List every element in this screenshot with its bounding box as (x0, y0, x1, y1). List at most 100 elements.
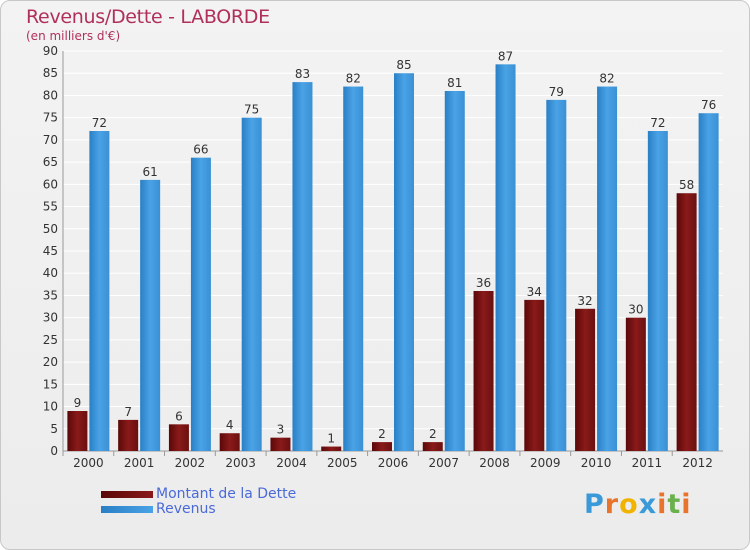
y-tick-label: 85 (43, 66, 58, 80)
data-label-revenus: 82 (346, 72, 361, 86)
x-tick-label: 2006 (378, 456, 409, 470)
y-tick-label: 35 (43, 288, 58, 302)
data-label-revenus: 76 (701, 98, 716, 112)
bar-revenus (190, 157, 211, 451)
x-tick-label: 2003 (225, 456, 256, 470)
data-label-revenus: 61 (143, 165, 158, 179)
data-label-revenus: 81 (447, 76, 462, 90)
data-label-dette: 32 (577, 294, 592, 308)
logo-letter: i (681, 489, 692, 520)
bar-dette (575, 308, 596, 451)
data-label-dette: 6 (175, 409, 183, 423)
x-tick-label: 2009 (530, 456, 561, 470)
bar-revenus (140, 179, 161, 451)
data-label-dette: 58 (679, 178, 694, 192)
y-tick-label: 65 (43, 155, 58, 169)
data-label-revenus: 85 (396, 58, 411, 72)
logo-letter: r (604, 489, 620, 520)
y-tick-label: 80 (43, 88, 58, 102)
bar-revenus (495, 64, 516, 452)
y-tick-label: 90 (43, 44, 58, 58)
x-tick-label: 2008 (479, 456, 510, 470)
legend-swatch-revenus (101, 506, 153, 513)
logo-letter: o (619, 489, 639, 520)
y-tick-label: 70 (43, 133, 58, 147)
y-tick-label: 0 (50, 444, 58, 458)
legend-item-revenus: Revenus (101, 502, 296, 517)
logo-letter: x (638, 489, 658, 520)
data-label-revenus: 83 (295, 67, 310, 81)
y-tick-label: 75 (43, 111, 58, 125)
data-label-dette: 7 (124, 405, 132, 419)
bar-revenus (597, 86, 618, 452)
legend-swatch-dette (101, 491, 153, 498)
bar-revenus (444, 91, 465, 451)
x-tick-label: 2002 (175, 456, 206, 470)
data-label-dette: 2 (378, 427, 386, 441)
x-tick-label: 2011 (632, 456, 663, 470)
bar-revenus (241, 117, 262, 452)
data-label-revenus: 75 (244, 103, 259, 117)
x-tick-label: 2010 (581, 456, 612, 470)
x-tick-label: 2001 (124, 456, 155, 470)
proxiti-logo: Proxiti (584, 489, 692, 520)
logo-letter: P (584, 489, 605, 520)
data-label-dette: 34 (527, 285, 542, 299)
legend-item-dette: Montant de la Dette (101, 487, 296, 502)
data-label-revenus: 72 (650, 116, 665, 130)
bar-dette (67, 411, 88, 451)
data-label-dette: 3 (277, 423, 285, 437)
data-label-revenus: 87 (498, 49, 513, 63)
y-tick-label: 10 (43, 400, 58, 414)
data-label-dette: 1 (327, 432, 335, 446)
bar-dette (321, 446, 342, 451)
y-tick-label: 5 (50, 422, 58, 436)
data-label-dette: 30 (628, 303, 643, 317)
x-tick-label: 2000 (73, 456, 104, 470)
bar-dette (270, 437, 291, 451)
bar-dette (372, 442, 392, 451)
logo-letter: t (667, 489, 682, 520)
bar-revenus (546, 99, 567, 451)
legend-label-dette: Montant de la Dette (156, 486, 297, 502)
bar-revenus (647, 131, 668, 451)
data-label-dette: 9 (74, 396, 82, 410)
data-label-revenus: 66 (193, 143, 208, 157)
y-tick-label: 45 (43, 244, 58, 258)
bar-dette (168, 424, 189, 451)
bar-dette (422, 442, 443, 451)
y-tick-label: 20 (43, 355, 58, 369)
bar-dette (473, 291, 494, 451)
x-tick-label: 2012 (682, 456, 713, 470)
bar-dette (118, 419, 139, 451)
data-label-dette: 4 (226, 418, 234, 432)
x-tick-label: 2004 (276, 456, 307, 470)
x-tick-label: 2007 (428, 456, 459, 470)
legend: Montant de la Dette Revenus (101, 487, 296, 517)
y-tick-label: 40 (43, 266, 58, 280)
chart-subtitle: (en milliers d'€) (26, 29, 121, 43)
bar-dette (219, 433, 240, 451)
bar-revenus (343, 86, 364, 452)
data-label-dette: 2 (429, 427, 437, 441)
y-tick-label: 55 (43, 200, 58, 214)
bar-revenus (89, 131, 110, 451)
y-tick-label: 50 (43, 222, 58, 236)
bar-dette (524, 299, 545, 451)
bar-revenus (698, 113, 719, 451)
data-label-revenus: 72 (92, 116, 107, 130)
y-tick-label: 60 (43, 177, 58, 191)
x-tick-label: 2005 (327, 456, 358, 470)
chart-title: Revenus/Dette - LABORDE (26, 6, 270, 28)
y-tick-label: 30 (43, 311, 58, 325)
bar-revenus (292, 82, 313, 451)
data-label-revenus: 82 (599, 72, 614, 86)
bar-revenus (394, 73, 414, 451)
logo-letter: i (657, 489, 668, 520)
bar-dette (625, 317, 646, 451)
data-label-dette: 36 (476, 276, 491, 290)
legend-label-revenus: Revenus (156, 501, 216, 517)
y-tick-label: 15 (43, 377, 58, 391)
